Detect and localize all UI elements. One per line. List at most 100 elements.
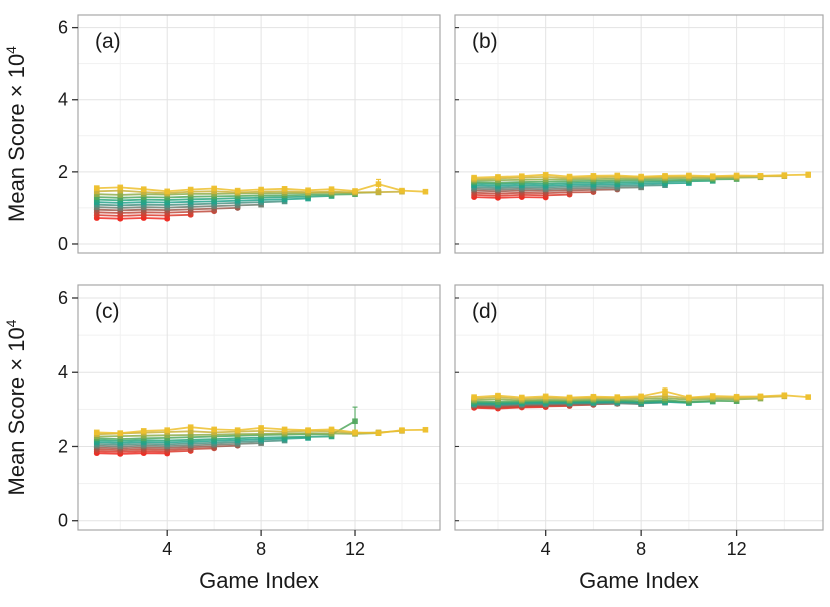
y-axis-label: Mean Score × 104 [3, 319, 29, 495]
y-tick-label: 2 [58, 162, 68, 182]
panel-tag: (c) [95, 300, 120, 323]
data-point-marker [117, 195, 124, 201]
series-line [96, 452, 168, 455]
data-point-marker [686, 394, 692, 401]
data-point-marker [566, 394, 573, 401]
data-point-marker [614, 172, 621, 179]
series-line [474, 191, 594, 195]
data-point-marker [471, 174, 477, 181]
y-tick-label: 0 [58, 511, 68, 531]
panel-border [454, 284, 824, 531]
data-point-marker [662, 173, 668, 179]
data-point-marker [305, 427, 311, 433]
data-point-marker [211, 429, 217, 436]
data-point-marker [140, 189, 147, 195]
data-point-marker [328, 186, 335, 192]
panel-border [454, 14, 824, 254]
x-axis-label: Game Index [199, 568, 319, 593]
x-tick-label: 8 [256, 539, 266, 559]
series-len-15 [93, 424, 429, 436]
data-point-marker [187, 186, 194, 193]
data-point-marker [117, 436, 124, 442]
series-line [474, 196, 546, 199]
data-point-marker [638, 173, 644, 180]
data-point-marker [93, 188, 100, 195]
x-tick-label: 4 [162, 539, 172, 559]
data-point-marker [614, 394, 621, 400]
x-tick-label: 4 [541, 539, 551, 559]
series-len-15 [471, 387, 812, 401]
data-point-marker [140, 186, 147, 192]
data-point-marker [164, 427, 171, 433]
data-point-marker [495, 392, 501, 399]
panel-d: (d) [454, 284, 824, 536]
data-point-marker [471, 394, 477, 400]
data-point-marker [211, 188, 217, 195]
series-line [96, 442, 262, 448]
data-point-marker [164, 188, 171, 195]
data-point-marker [805, 171, 812, 178]
data-point-marker [93, 194, 100, 200]
data-point-marker [638, 393, 644, 400]
data-point-marker [733, 393, 740, 400]
data-point-marker [352, 429, 358, 436]
data-point-marker [495, 174, 501, 180]
data-point-marker [542, 171, 549, 178]
series-line [96, 197, 309, 204]
data-point-marker [281, 186, 288, 192]
panel-a: (a) [72, 14, 441, 254]
data-point-marker [117, 192, 124, 198]
data-point-marker [352, 418, 358, 425]
y-tick-label: 4 [58, 362, 68, 382]
data-point-marker [164, 432, 171, 439]
data-point-marker [757, 173, 764, 179]
series-line [96, 203, 262, 209]
data-point-marker [140, 432, 147, 439]
y-axis-label: Mean Score × 104 [3, 46, 29, 222]
data-point-marker [519, 173, 525, 179]
data-point-marker [375, 430, 382, 436]
data-point-marker [187, 428, 194, 435]
data-point-marker [352, 188, 358, 194]
data-point-marker [258, 186, 264, 193]
series-line [96, 217, 168, 220]
series-line [474, 186, 642, 191]
series-line [96, 447, 215, 452]
y-tick-label: 6 [58, 18, 68, 38]
data-point-marker [258, 431, 264, 437]
series-len-15 [93, 178, 429, 195]
x-tick-label: 12 [345, 539, 365, 559]
data-point-marker [566, 173, 573, 180]
series-line [474, 182, 689, 187]
x-tick-label: 12 [727, 539, 747, 559]
data-point-marker [590, 173, 597, 179]
data-point-marker [399, 187, 405, 194]
data-point-marker [590, 393, 597, 400]
panel-tag: (b) [472, 30, 498, 53]
panel-border [77, 14, 441, 254]
data-point-marker [164, 194, 171, 201]
data-point-marker [234, 187, 241, 194]
data-point-marker [399, 427, 405, 433]
panel-c: (c) [72, 284, 441, 536]
data-point-marker [422, 426, 429, 433]
data-point-marker [187, 424, 194, 430]
series-line [96, 210, 215, 214]
data-point-marker [211, 426, 217, 433]
data-point-marker [781, 172, 788, 178]
data-point-marker [519, 394, 525, 401]
panel-background [78, 285, 440, 530]
y-tick-label: 2 [58, 436, 68, 456]
panel-background [455, 15, 823, 253]
data-point-marker [375, 189, 382, 195]
data-point-marker [733, 172, 740, 179]
series-line [96, 420, 356, 441]
data-point-marker [187, 193, 194, 200]
y-axis-label-exponent: 4 [3, 319, 19, 327]
y-tick-label: 0 [58, 234, 68, 254]
data-point-marker [709, 393, 716, 399]
data-point-marker [258, 425, 264, 431]
data-point-marker [140, 194, 147, 200]
